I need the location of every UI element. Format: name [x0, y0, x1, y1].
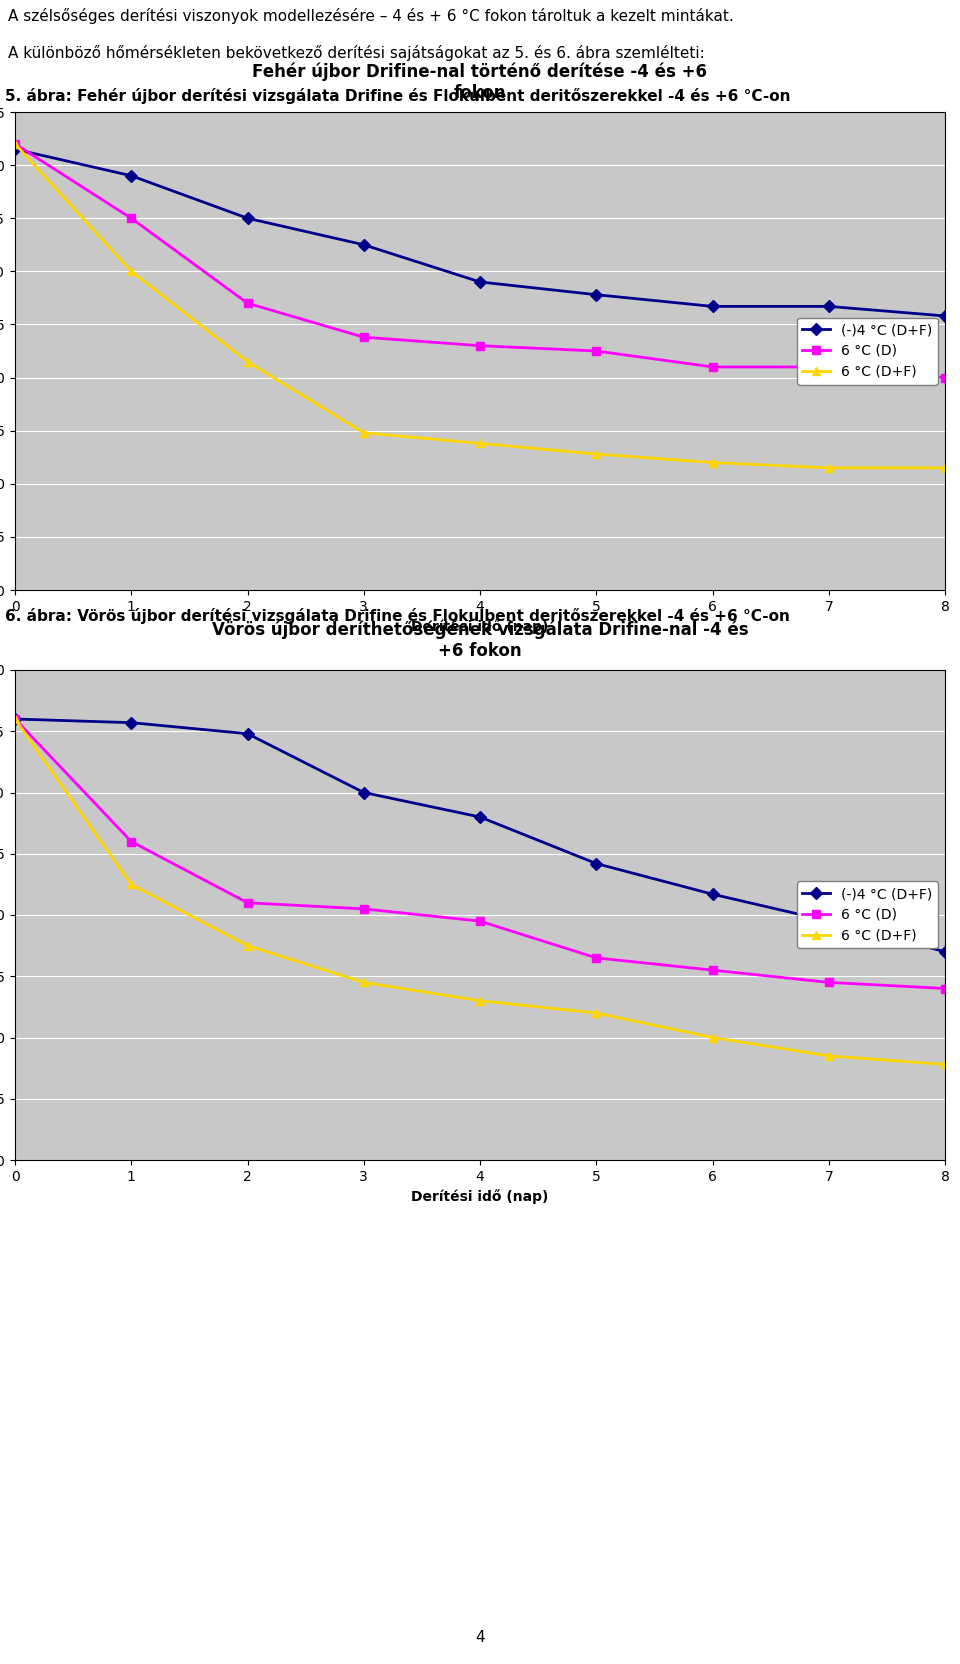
6 °C (D) — [126, 832, 137, 852]
(-)4 °C (D+F) — [823, 296, 834, 316]
Line: (-)4 °C (D+F): (-)4 °C (D+F) — [11, 145, 949, 319]
Text: A különböző hőmérsékleten bekövetkező derítési sajátságokat az 5. és 6. ábra sze: A különböző hőmérsékleten bekövetkező de… — [8, 45, 705, 62]
6 °C (D) — [823, 358, 834, 378]
6 °C (D+F) — [126, 874, 137, 894]
6 °C (D) — [939, 368, 950, 388]
6 °C (D) — [242, 894, 253, 914]
6 °C (D) — [474, 912, 486, 932]
6 °C (D+F) — [823, 458, 834, 478]
Title: Fehér újbor Drifine-nal történő derítése -4 és +6
fokon: Fehér újbor Drifine-nal történő derítése… — [252, 63, 708, 102]
(-)4 °C (D+F) — [590, 854, 602, 874]
6 °C (D) — [939, 978, 950, 998]
(-)4 °C (D+F) — [590, 285, 602, 305]
6 °C (D+F) — [10, 133, 21, 153]
(-)4 °C (D+F) — [939, 306, 950, 326]
6 °C (D) — [474, 336, 486, 356]
6 °C (D) — [242, 293, 253, 313]
Text: A szélsőséges derítési viszonyok modellezésére – 4 és + 6 °C fokon tároltuk a ke: A szélsőséges derítési viszonyok modelle… — [8, 8, 733, 23]
Title: Vörös újbor deríthetőségének vizsgálata Drifine-nal -4 és
+6 fokon: Vörös újbor deríthetőségének vizsgálata … — [212, 621, 748, 661]
Text: 5. ábra: Fehér újbor derítési vizsgálata Drifine és Flokulbent deritőszerekkel -: 5. ábra: Fehér újbor derítési vizsgálata… — [5, 88, 790, 103]
6 °C (D+F) — [358, 972, 370, 992]
X-axis label: Derítési idő (nap): Derítési idő (nap) — [411, 1190, 549, 1205]
6 °C (D+F) — [242, 935, 253, 955]
6 °C (D+F) — [590, 444, 602, 464]
6 °C (D+F) — [242, 351, 253, 371]
(-)4 °C (D+F) — [707, 296, 718, 316]
6 °C (D+F) — [590, 1003, 602, 1023]
6 °C (D+F) — [358, 423, 370, 443]
Text: 6. ábra: Vörös újbor derítési vizsgálata Drifine és Flokulbent deritőszerekkel -: 6. ábra: Vörös újbor derítési vizsgálata… — [5, 607, 790, 624]
6 °C (D+F) — [707, 1027, 718, 1047]
(-)4 °C (D+F) — [823, 912, 834, 932]
6 °C (D) — [10, 709, 21, 729]
6 °C (D+F) — [10, 709, 21, 729]
6 °C (D+F) — [474, 433, 486, 453]
Line: (-)4 °C (D+F): (-)4 °C (D+F) — [11, 716, 949, 955]
(-)4 °C (D+F) — [707, 884, 718, 904]
(-)4 °C (D+F) — [242, 208, 253, 228]
Line: 6 °C (D+F): 6 °C (D+F) — [11, 140, 949, 473]
6 °C (D+F) — [126, 261, 137, 281]
6 °C (D) — [358, 899, 370, 919]
X-axis label: Derítési idő (nap): Derítési idő (nap) — [411, 619, 549, 634]
(-)4 °C (D+F) — [358, 235, 370, 255]
(-)4 °C (D+F) — [474, 271, 486, 291]
6 °C (D+F) — [939, 1055, 950, 1075]
Line: 6 °C (D): 6 °C (D) — [11, 716, 949, 993]
(-)4 °C (D+F) — [126, 166, 137, 186]
6 °C (D+F) — [823, 1047, 834, 1067]
(-)4 °C (D+F) — [126, 712, 137, 732]
(-)4 °C (D+F) — [10, 709, 21, 729]
6 °C (D) — [707, 960, 718, 980]
Line: 6 °C (D): 6 °C (D) — [11, 140, 949, 381]
6 °C (D) — [590, 341, 602, 361]
6 °C (D) — [823, 972, 834, 992]
6 °C (D+F) — [707, 453, 718, 473]
Legend: (-)4 °C (D+F), 6 °C (D), 6 °C (D+F): (-)4 °C (D+F), 6 °C (D), 6 °C (D+F) — [797, 318, 938, 384]
(-)4 °C (D+F) — [242, 724, 253, 744]
6 °C (D) — [358, 328, 370, 348]
6 °C (D+F) — [939, 458, 950, 478]
6 °C (D) — [126, 208, 137, 228]
Legend: (-)4 °C (D+F), 6 °C (D), 6 °C (D+F): (-)4 °C (D+F), 6 °C (D), 6 °C (D+F) — [797, 882, 938, 948]
6 °C (D+F) — [474, 990, 486, 1010]
(-)4 °C (D+F) — [10, 140, 21, 160]
Text: 4: 4 — [475, 1631, 485, 1646]
(-)4 °C (D+F) — [358, 782, 370, 802]
(-)4 °C (D+F) — [474, 807, 486, 827]
(-)4 °C (D+F) — [939, 942, 950, 962]
6 °C (D) — [707, 358, 718, 378]
Line: 6 °C (D+F): 6 °C (D+F) — [11, 716, 949, 1068]
6 °C (D) — [10, 133, 21, 153]
6 °C (D) — [590, 948, 602, 968]
